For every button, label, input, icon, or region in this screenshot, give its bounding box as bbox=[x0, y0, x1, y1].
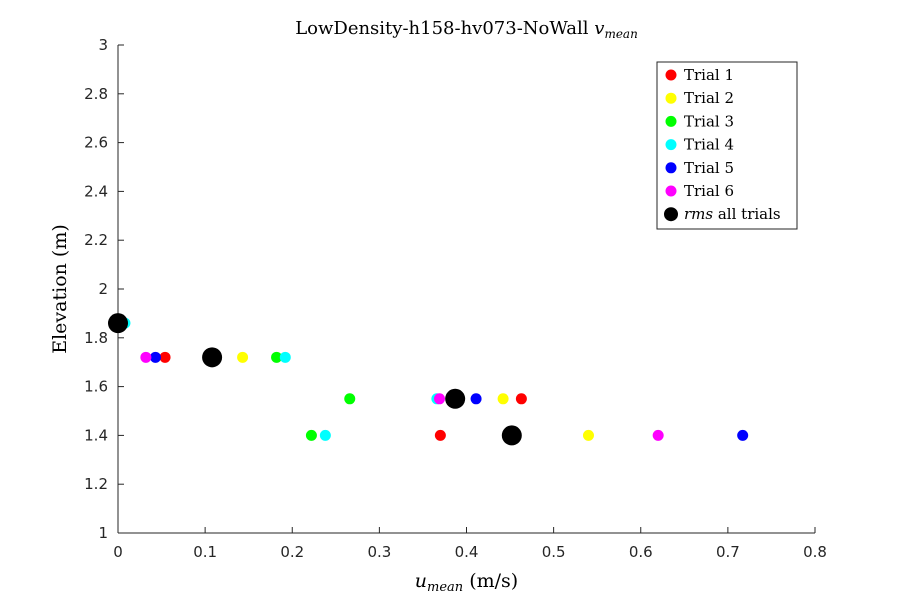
chart-title-main: LowDensity-h158-hv073-NoWall bbox=[295, 18, 594, 39]
axes: 0 0.1 0.2 0.3 0.4 0.5 0.6 0.7 0.8 1 1.2 1.4 1.6 1.8 2… bbox=[84, 36, 827, 561]
data-point-rms bbox=[445, 388, 466, 409]
x-tick-label: 0.7 bbox=[716, 543, 740, 561]
legend-box bbox=[656, 61, 798, 230]
x-ticks: 0 0.1 0.2 0.3 0.4 0.5 0.6 0.7 0.8 bbox=[113, 527, 827, 561]
y-axis-label: Elevation (m) bbox=[49, 224, 71, 354]
chart-title-math: v bbox=[594, 18, 604, 39]
legend-label: rms all trials bbox=[684, 205, 781, 223]
x-tick-label: 0 bbox=[113, 543, 123, 561]
data-point-trial-1 bbox=[434, 429, 446, 441]
y-tick-label: 1.4 bbox=[84, 426, 108, 444]
y-tick-label: 2.2 bbox=[84, 231, 108, 249]
x-tick-label: 0.2 bbox=[280, 543, 304, 561]
data-point-trial-2 bbox=[497, 393, 509, 405]
y-tick-label: 2.8 bbox=[84, 85, 108, 103]
legend-marker bbox=[665, 69, 677, 81]
data-point-rms bbox=[501, 425, 522, 446]
legend-label: Trial 1 bbox=[684, 66, 734, 84]
y-tick-label: 3 bbox=[98, 36, 108, 54]
y-tick-label: 2 bbox=[98, 280, 108, 298]
x-tick-label: 0.6 bbox=[629, 543, 653, 561]
data-point-rms bbox=[202, 347, 223, 368]
legend-marker bbox=[665, 139, 677, 151]
x-tick-label: 0.8 bbox=[803, 543, 827, 561]
data-point-trial-3 bbox=[305, 429, 317, 441]
y-tick-label: 1.6 bbox=[84, 378, 108, 396]
x-axis-label-math: u bbox=[415, 570, 427, 592]
data-point-trial-1 bbox=[159, 351, 171, 363]
x-axis-label-sub: mean bbox=[427, 580, 463, 595]
data-point-trial-2 bbox=[582, 429, 594, 441]
legend-label: Trial 2 bbox=[684, 89, 734, 107]
y-tick-label: 2.6 bbox=[84, 134, 108, 152]
data-point-trial-5 bbox=[470, 393, 482, 405]
chart-title: LowDensity-h158-hv073-NoWall vmean bbox=[295, 18, 638, 41]
data-point-trial-6 bbox=[433, 393, 445, 405]
data-point-trial-5 bbox=[737, 429, 749, 441]
x-axis-label: umean (m/s) bbox=[415, 570, 518, 595]
y-tick-label: 1.2 bbox=[84, 475, 108, 493]
y-tick-label: 1 bbox=[98, 524, 108, 542]
legend-marker bbox=[665, 92, 677, 104]
x-tick-label: 0.5 bbox=[542, 543, 566, 561]
data-point-trial-5 bbox=[149, 351, 161, 363]
data-point-trial-4 bbox=[279, 351, 291, 363]
y-ticks: 1 1.2 1.4 1.6 1.8 2 2.2 2.4 2.6 2.8 3 bbox=[84, 36, 124, 542]
data-point-trial-6 bbox=[652, 429, 664, 441]
legend-label: Trial 6 bbox=[684, 182, 734, 200]
x-axis-label-unit: (m/s) bbox=[463, 570, 518, 592]
legend-items: Trial 1 Trial 2 Trial 3 Trial 4 Trial 5 Trial… bbox=[664, 66, 781, 223]
data-point-trial-4 bbox=[319, 429, 331, 441]
x-tick-label: 0.4 bbox=[455, 543, 479, 561]
data-points bbox=[108, 313, 749, 446]
legend-marker bbox=[665, 185, 677, 197]
legend: Trial 1 Trial 2 Trial 3 Trial 4 Trial 5 Trial… bbox=[656, 61, 798, 230]
data-point-trial-1 bbox=[515, 393, 527, 405]
legend-label: Trial 4 bbox=[684, 136, 734, 154]
legend-label: Trial 3 bbox=[684, 112, 734, 130]
y-tick-label: 1.8 bbox=[84, 329, 108, 347]
chart-title-sub: mean bbox=[604, 27, 637, 41]
legend-marker bbox=[665, 115, 677, 127]
data-point-trial-3 bbox=[344, 393, 356, 405]
data-point-rms bbox=[108, 313, 128, 334]
data-point-trial-3 bbox=[271, 351, 283, 363]
legend-marker bbox=[664, 207, 678, 222]
legend-marker bbox=[665, 162, 677, 174]
legend-label: Trial 5 bbox=[684, 159, 734, 177]
data-point-trial-2 bbox=[237, 351, 249, 363]
data-point-trial-6 bbox=[140, 351, 152, 363]
x-tick-label: 0.3 bbox=[367, 543, 391, 561]
y-tick-label: 2.4 bbox=[84, 182, 108, 200]
x-tick-label: 0.1 bbox=[193, 543, 217, 561]
